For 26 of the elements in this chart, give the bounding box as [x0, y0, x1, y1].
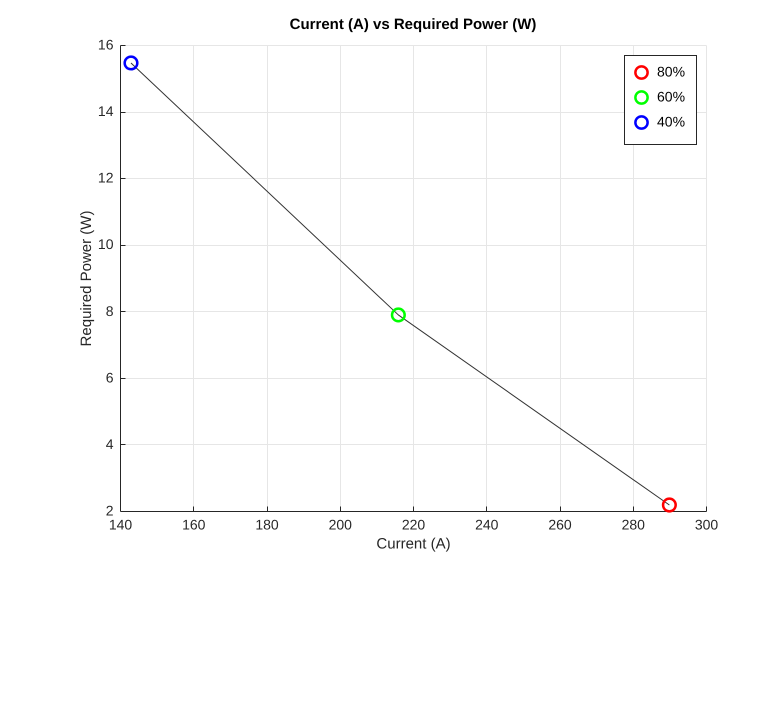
x-tick-label: 160	[182, 516, 206, 532]
legend-label: 80%	[657, 64, 686, 80]
y-tick-label: 16	[98, 36, 114, 52]
point	[662, 497, 677, 513]
y-tick-label: 10	[98, 236, 114, 252]
point	[390, 307, 406, 323]
y-tick-label: 12	[98, 170, 114, 186]
legend-label: 60%	[657, 88, 686, 104]
y-tick-label: 6	[106, 369, 114, 386]
x-tick-label: 180	[255, 516, 279, 532]
y-tick-label: 4	[106, 436, 114, 452]
y-tick-label: 14	[98, 103, 114, 120]
y-axis-title: Required Power (W)	[78, 210, 95, 346]
x-tick-label: 240	[475, 516, 499, 532]
x-axis-title: Current (A)	[376, 536, 451, 552]
y-tick-label: 2	[106, 502, 114, 518]
x-tick-label: 200	[328, 516, 352, 532]
x-tick-label: 220	[402, 516, 426, 532]
legend-label: 40%	[657, 114, 686, 130]
x-tick-label: 280	[622, 516, 646, 532]
x-tick-label: 300	[694, 516, 718, 532]
chart-title: Current (A) vs Required Power (W)	[290, 16, 536, 33]
x-tick-label: 140	[108, 516, 132, 532]
y-tick-label: 8	[106, 302, 114, 319]
x-tick-label: 260	[548, 516, 572, 532]
point	[123, 55, 139, 71]
